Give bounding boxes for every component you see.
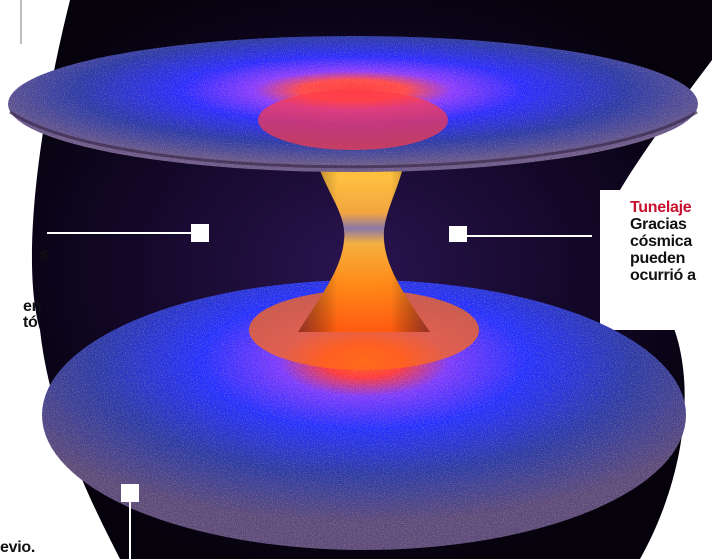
callout-pointer-bottom <box>121 484 139 559</box>
callout-line: Gracias <box>630 216 687 233</box>
callout-pointer-top <box>12 0 30 62</box>
top-disk <box>8 36 698 172</box>
callout-heading: Tunelaje <box>630 199 692 216</box>
callout-line: ocurrió a <box>630 267 696 284</box>
callout-pointer-right <box>449 226 592 242</box>
callout-line: pueden <box>630 250 686 267</box>
wormhole-throat <box>298 140 430 332</box>
left-text-fragment: tó <box>23 314 38 331</box>
left-text-fragment: en <box>23 298 42 315</box>
left-text-fragment: evio. <box>0 539 35 556</box>
left-text-fragment: s <box>40 246 49 263</box>
callout-pointer-left <box>47 224 209 242</box>
callout-tunelaje: Tunelaje Gracias cósmica pueden ocurrió … <box>630 199 696 284</box>
callout-line: cósmica <box>630 233 692 250</box>
